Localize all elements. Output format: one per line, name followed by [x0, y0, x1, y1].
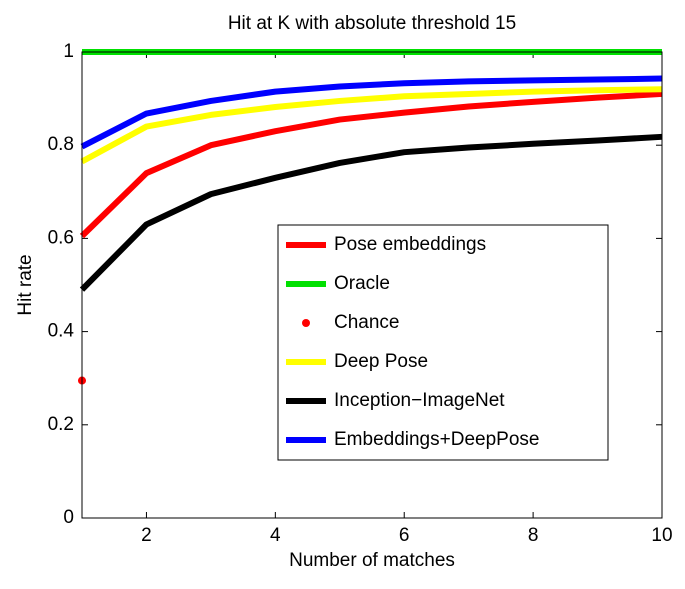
- legend-label: Deep Pose: [334, 351, 428, 372]
- y-tick-label: 0.2: [48, 414, 74, 435]
- y-axis-label: Hit rate: [15, 254, 36, 315]
- y-tick-label: 0.4: [48, 321, 75, 342]
- y-tick-label: 1: [63, 41, 74, 62]
- legend-label: Oracle: [334, 273, 390, 294]
- legend-label: Pose embeddings: [334, 234, 486, 255]
- y-tick-label: 0.6: [48, 227, 74, 248]
- legend-box: [277, 224, 609, 461]
- x-tick-label: 2: [141, 525, 152, 546]
- legend-label: Inception−ImageNet: [334, 390, 505, 411]
- y-tick-label: 0: [63, 507, 74, 528]
- chart-title: Hit at K with absolute threshold 15: [228, 13, 516, 34]
- x-axis-label: Number of matches: [289, 550, 455, 571]
- x-tick-label: 6: [399, 525, 410, 546]
- series-line: [79, 133, 663, 292]
- legend-marker: [302, 319, 310, 327]
- x-tick-label: 4: [270, 525, 281, 546]
- legend-label: Chance: [334, 312, 400, 333]
- x-tick-label: 10: [651, 525, 672, 546]
- plot-frame: [81, 51, 663, 519]
- y-tick-label: 0.8: [48, 134, 74, 155]
- series-line: [80, 86, 663, 165]
- legend-label: Embeddings+DeepPose: [334, 429, 539, 450]
- x-tick-label: 8: [528, 525, 539, 546]
- series-line: [80, 75, 663, 150]
- series-line: [79, 90, 663, 239]
